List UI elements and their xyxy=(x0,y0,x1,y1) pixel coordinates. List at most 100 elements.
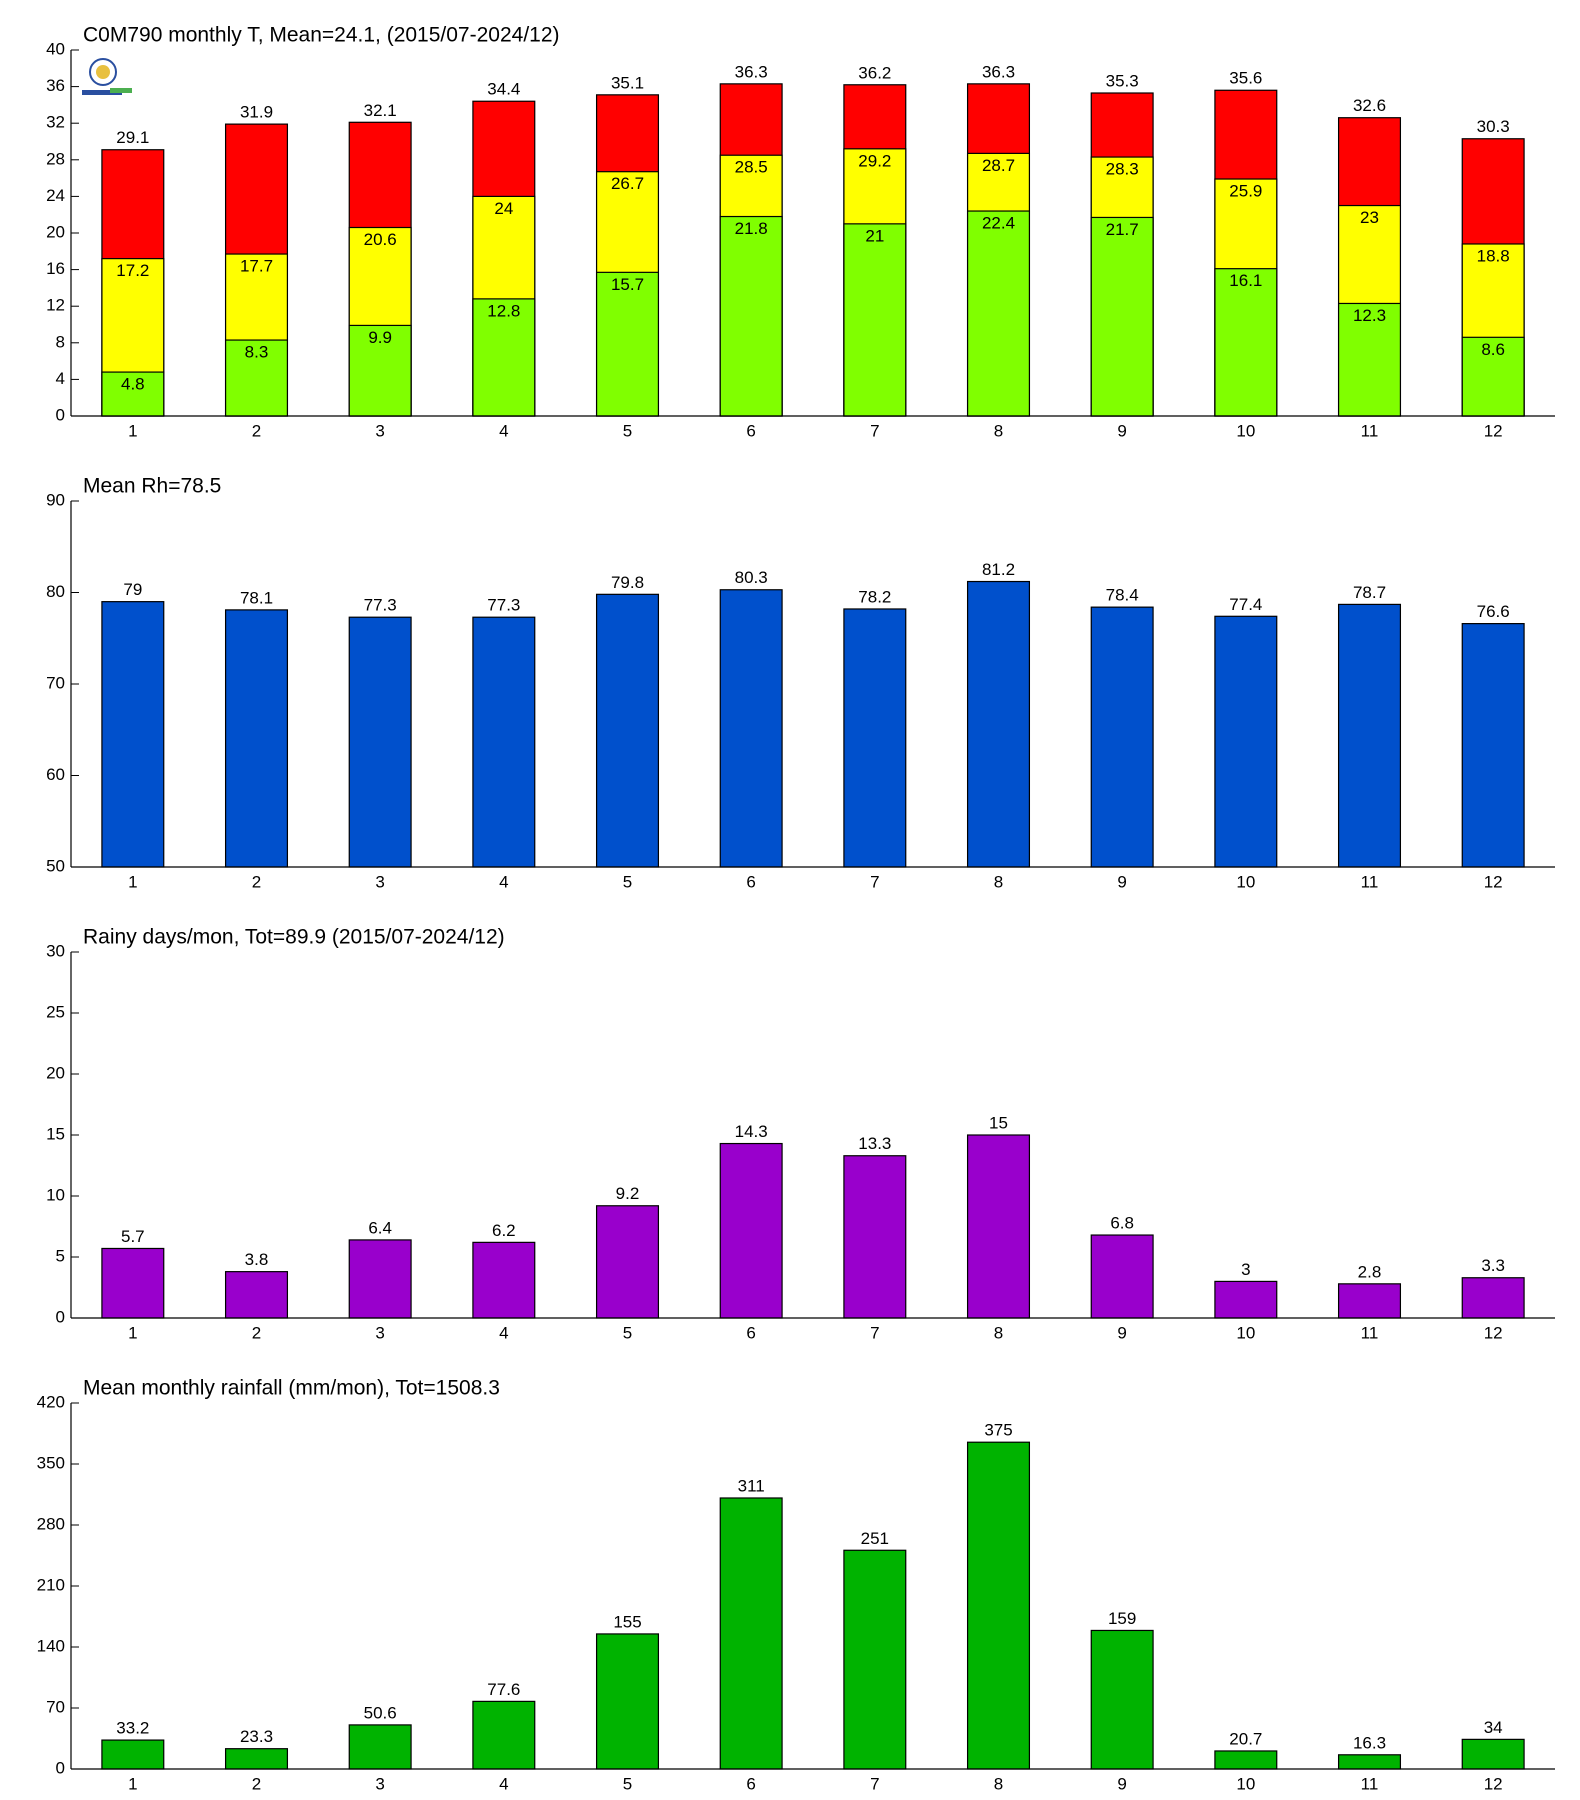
bar xyxy=(1090,606,1154,868)
value-label: 311 xyxy=(738,1476,765,1495)
value-label: 29.2 xyxy=(858,151,891,170)
bar xyxy=(966,1441,1031,1770)
y-tick-label: 90 xyxy=(46,490,65,509)
x-tick-label: 9 xyxy=(1117,421,1126,440)
y-tick-label: 210 xyxy=(37,1575,65,1594)
x-tick-label: 2 xyxy=(252,1323,261,1342)
x-tick-label: 8 xyxy=(994,421,1003,440)
y-tick-label: 140 xyxy=(37,1636,65,1655)
x-tick-label: 5 xyxy=(623,421,632,440)
value-label: 8.3 xyxy=(245,343,269,362)
value-label: 2.8 xyxy=(1358,1262,1382,1281)
value-label: 15.7 xyxy=(611,275,644,294)
x-tick-label: 9 xyxy=(1117,872,1126,891)
bar xyxy=(348,1239,412,1319)
y-tick-label: 0 xyxy=(56,1307,65,1326)
value-label: 36.3 xyxy=(982,62,1015,81)
value-label: 77.3 xyxy=(364,596,397,615)
value-label: 20.7 xyxy=(1229,1729,1262,1748)
bar xyxy=(843,1155,907,1319)
y-tick-label: 80 xyxy=(46,582,65,601)
chart-title: Mean monthly rainfall (mm/mon), Tot=1508… xyxy=(83,1377,500,1400)
value-label: 155 xyxy=(613,1612,641,1631)
bar xyxy=(595,271,660,417)
x-tick-label: 10 xyxy=(1236,421,1255,440)
value-label: 159 xyxy=(1108,1609,1136,1628)
x-tick-label: 9 xyxy=(1117,1774,1126,1793)
value-label: 29.1 xyxy=(116,128,149,147)
chart-title: Rainy days/mon, Tot=89.9 (2015/07-2024/1… xyxy=(83,926,505,949)
x-tick-label: 6 xyxy=(746,1323,755,1342)
x-tick-label: 1 xyxy=(128,872,137,891)
y-tick-label: 8 xyxy=(56,332,65,351)
value-label: 6.4 xyxy=(368,1218,392,1237)
x-tick-label: 7 xyxy=(870,1323,879,1342)
x-tick-label: 7 xyxy=(870,1774,879,1793)
value-label: 26.7 xyxy=(611,174,644,193)
y-tick-label: 0 xyxy=(56,405,65,424)
value-label: 34 xyxy=(1484,1718,1503,1737)
value-label: 35.3 xyxy=(1106,71,1139,90)
x-tick-label: 6 xyxy=(746,872,755,891)
value-label: 81.2 xyxy=(982,560,1015,579)
x-tick-label: 4 xyxy=(499,421,508,440)
y-tick-label: 20 xyxy=(46,222,65,241)
bar xyxy=(101,1247,165,1319)
x-tick-label: 1 xyxy=(128,1774,137,1793)
bar xyxy=(1461,1277,1525,1319)
x-tick-label: 8 xyxy=(994,872,1003,891)
value-label: 77.4 xyxy=(1229,595,1262,614)
x-tick-label: 1 xyxy=(128,421,137,440)
value-label: 35.1 xyxy=(611,73,644,92)
value-label: 32.1 xyxy=(364,101,397,120)
bar xyxy=(595,593,660,868)
y-tick-label: 5 xyxy=(56,1246,65,1265)
value-label: 80.3 xyxy=(735,568,768,587)
x-tick-label: 9 xyxy=(1117,1323,1126,1342)
y-tick-label: 32 xyxy=(46,113,65,132)
bar xyxy=(224,1271,289,1319)
value-label: 23 xyxy=(1360,208,1379,227)
bar xyxy=(1461,623,1525,868)
y-tick-label: 12 xyxy=(46,296,65,315)
x-tick-label: 2 xyxy=(252,872,261,891)
y-tick-label: 0 xyxy=(56,1758,65,1777)
x-tick-label: 10 xyxy=(1236,872,1255,891)
bar xyxy=(1461,336,1525,417)
y-tick-label: 60 xyxy=(46,765,65,784)
value-label: 78.7 xyxy=(1353,583,1386,602)
value-label: 28.5 xyxy=(735,158,768,177)
value-label: 17.7 xyxy=(240,257,273,276)
x-tick-label: 12 xyxy=(1484,1774,1503,1793)
bar xyxy=(348,616,412,868)
bar xyxy=(472,616,536,868)
x-tick-label: 12 xyxy=(1484,421,1503,440)
bar xyxy=(1214,1280,1278,1319)
x-tick-label: 5 xyxy=(623,1774,632,1793)
value-label: 4.8 xyxy=(121,375,145,394)
value-label: 22.4 xyxy=(982,214,1015,233)
bar xyxy=(719,1142,783,1319)
value-label: 9.2 xyxy=(616,1184,640,1203)
bar xyxy=(1337,1754,1402,1770)
bar xyxy=(472,1700,536,1770)
bar xyxy=(843,1549,907,1770)
y-tick-label: 10 xyxy=(46,1185,65,1204)
bar xyxy=(1090,1234,1154,1319)
value-label: 78.4 xyxy=(1106,586,1139,605)
y-tick-label: 4 xyxy=(56,369,65,388)
x-tick-label: 3 xyxy=(375,1323,384,1342)
chart-title: Mean Rh=78.5 xyxy=(83,475,221,498)
bar xyxy=(1090,216,1154,417)
value-label: 375 xyxy=(984,1421,1012,1440)
value-label: 33.2 xyxy=(116,1719,149,1738)
value-label: 15 xyxy=(989,1113,1008,1132)
value-label: 78.1 xyxy=(240,588,273,607)
value-label: 16.1 xyxy=(1229,271,1262,290)
value-label: 21 xyxy=(865,226,884,245)
x-tick-label: 1 xyxy=(128,1323,137,1342)
bar xyxy=(101,601,165,868)
bar xyxy=(966,210,1031,417)
value-label: 5.7 xyxy=(121,1227,145,1246)
